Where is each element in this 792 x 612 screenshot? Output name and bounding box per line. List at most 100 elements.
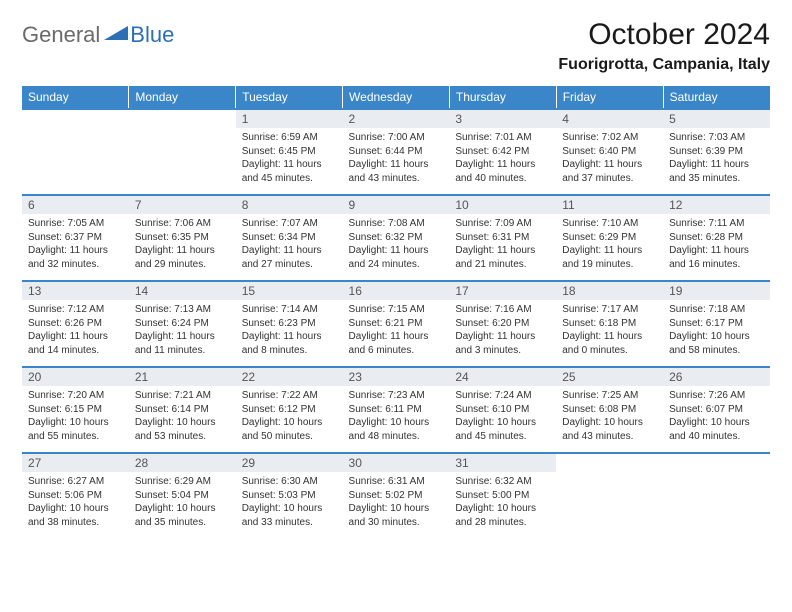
sunrise-line: Sunrise: 6:31 AM: [349, 475, 444, 489]
sunrise-line: Sunrise: 7:26 AM: [669, 389, 764, 403]
sunset-line: Sunset: 6:28 PM: [669, 231, 764, 245]
day-number: 16: [343, 282, 450, 300]
sunset-line: Sunset: 6:12 PM: [242, 403, 337, 417]
week-row: 1Sunrise: 6:59 AMSunset: 6:45 PMDaylight…: [22, 109, 770, 195]
daylight-line: Daylight: 11 hours and 19 minutes.: [562, 244, 657, 271]
sunset-line: Sunset: 5:02 PM: [349, 489, 444, 503]
sunrise-line: Sunrise: 7:02 AM: [562, 131, 657, 145]
daylight-line: Daylight: 10 hours and 58 minutes.: [669, 330, 764, 357]
day-cell: 12Sunrise: 7:11 AMSunset: 6:28 PMDayligh…: [663, 195, 770, 281]
day-details: Sunrise: 7:21 AMSunset: 6:14 PMDaylight:…: [129, 386, 236, 447]
daylight-line: Daylight: 10 hours and 30 minutes.: [349, 502, 444, 529]
sunrise-line: Sunrise: 7:01 AM: [455, 131, 550, 145]
sunrise-line: Sunrise: 7:09 AM: [455, 217, 550, 231]
day-details: Sunrise: 7:11 AMSunset: 6:28 PMDaylight:…: [663, 214, 770, 275]
daylight-line: Daylight: 11 hours and 8 minutes.: [242, 330, 337, 357]
sunrise-line: Sunrise: 6:27 AM: [28, 475, 123, 489]
day-number: 22: [236, 368, 343, 386]
day-cell: 19Sunrise: 7:18 AMSunset: 6:17 PMDayligh…: [663, 281, 770, 367]
sunrise-line: Sunrise: 6:30 AM: [242, 475, 337, 489]
daylight-line: Daylight: 11 hours and 3 minutes.: [455, 330, 550, 357]
day-cell: 22Sunrise: 7:22 AMSunset: 6:12 PMDayligh…: [236, 367, 343, 453]
day-number: 23: [343, 368, 450, 386]
sunset-line: Sunset: 6:44 PM: [349, 145, 444, 159]
day-number: 24: [449, 368, 556, 386]
day-details: Sunrise: 7:05 AMSunset: 6:37 PMDaylight:…: [22, 214, 129, 275]
sunset-line: Sunset: 6:32 PM: [349, 231, 444, 245]
sunset-line: Sunset: 6:21 PM: [349, 317, 444, 331]
day-details: Sunrise: 6:31 AMSunset: 5:02 PMDaylight:…: [343, 472, 450, 533]
sunset-line: Sunset: 6:23 PM: [242, 317, 337, 331]
logo-text-blue: Blue: [130, 22, 174, 48]
daylight-line: Daylight: 10 hours and 40 minutes.: [669, 416, 764, 443]
day-cell: 31Sunrise: 6:32 AMSunset: 5:00 PMDayligh…: [449, 453, 556, 539]
daylight-line: Daylight: 10 hours and 28 minutes.: [455, 502, 550, 529]
daylight-line: Daylight: 11 hours and 45 minutes.: [242, 158, 337, 185]
day-number: 28: [129, 454, 236, 472]
day-number: 29: [236, 454, 343, 472]
sunset-line: Sunset: 6:11 PM: [349, 403, 444, 417]
day-cell: 26Sunrise: 7:26 AMSunset: 6:07 PMDayligh…: [663, 367, 770, 453]
day-details: Sunrise: 6:29 AMSunset: 5:04 PMDaylight:…: [129, 472, 236, 533]
day-details: Sunrise: 7:09 AMSunset: 6:31 PMDaylight:…: [449, 214, 556, 275]
day-number: 2: [343, 110, 450, 128]
day-number: 1: [236, 110, 343, 128]
day-number: 8: [236, 196, 343, 214]
day-number: 21: [129, 368, 236, 386]
calendar-table: SundayMondayTuesdayWednesdayThursdayFrid…: [22, 86, 770, 539]
day-details: Sunrise: 7:12 AMSunset: 6:26 PMDaylight:…: [22, 300, 129, 361]
day-cell: 29Sunrise: 6:30 AMSunset: 5:03 PMDayligh…: [236, 453, 343, 539]
sunset-line: Sunset: 6:08 PM: [562, 403, 657, 417]
header: General Blue October 2024 Fuorigrotta, C…: [22, 18, 770, 74]
day-cell: 2 Sunrise: 7:00 AMSunset: 6:44 PMDaylight…: [343, 109, 450, 195]
sunrise-line: Sunrise: 7:14 AM: [242, 303, 337, 317]
daylight-line: Daylight: 11 hours and 16 minutes.: [669, 244, 764, 271]
day-number: 3: [449, 110, 556, 128]
day-details: Sunrise: 7:14 AMSunset: 6:23 PMDaylight:…: [236, 300, 343, 361]
day-number: 13: [22, 282, 129, 300]
day-cell: 14Sunrise: 7:13 AMSunset: 6:24 PMDayligh…: [129, 281, 236, 367]
day-details: Sunrise: 7:06 AMSunset: 6:35 PMDaylight:…: [129, 214, 236, 275]
day-cell: [663, 453, 770, 539]
daylight-line: Daylight: 11 hours and 11 minutes.: [135, 330, 230, 357]
day-cell: 27Sunrise: 6:27 AMSunset: 5:06 PMDayligh…: [22, 453, 129, 539]
sunrise-line: Sunrise: 7:00 AM: [349, 131, 444, 145]
day-cell: [22, 109, 129, 195]
weekday-header: Tuesday: [236, 86, 343, 109]
sunrise-line: Sunrise: 6:59 AM: [242, 131, 337, 145]
day-number: 9: [343, 196, 450, 214]
sunset-line: Sunset: 6:20 PM: [455, 317, 550, 331]
day-number: 31: [449, 454, 556, 472]
sunrise-line: Sunrise: 7:16 AM: [455, 303, 550, 317]
day-number: 6: [22, 196, 129, 214]
day-details: Sunrise: 7:02 AMSunset: 6:40 PMDaylight:…: [556, 128, 663, 189]
day-cell: 21Sunrise: 7:21 AMSunset: 6:14 PMDayligh…: [129, 367, 236, 453]
day-details: Sunrise: 7:16 AMSunset: 6:20 PMDaylight:…: [449, 300, 556, 361]
day-cell: 28Sunrise: 6:29 AMSunset: 5:04 PMDayligh…: [129, 453, 236, 539]
sunset-line: Sunset: 5:06 PM: [28, 489, 123, 503]
day-cell: 25Sunrise: 7:25 AMSunset: 6:08 PMDayligh…: [556, 367, 663, 453]
day-details: Sunrise: 7:18 AMSunset: 6:17 PMDaylight:…: [663, 300, 770, 361]
logo: General Blue: [22, 18, 174, 48]
sunset-line: Sunset: 6:34 PM: [242, 231, 337, 245]
sunset-line: Sunset: 6:45 PM: [242, 145, 337, 159]
location-label: Fuorigrotta, Campania, Italy: [558, 56, 770, 74]
day-cell: 1Sunrise: 6:59 AMSunset: 6:45 PMDaylight…: [236, 109, 343, 195]
sunset-line: Sunset: 6:26 PM: [28, 317, 123, 331]
day-number: 15: [236, 282, 343, 300]
day-cell: 23Sunrise: 7:23 AMSunset: 6:11 PMDayligh…: [343, 367, 450, 453]
weekday-header: Wednesday: [343, 86, 450, 109]
day-cell: 5Sunrise: 7:03 AMSunset: 6:39 PMDaylight…: [663, 109, 770, 195]
sunset-line: Sunset: 6:31 PM: [455, 231, 550, 245]
sunrise-line: Sunrise: 7:06 AM: [135, 217, 230, 231]
daylight-line: Daylight: 11 hours and 43 minutes.: [349, 158, 444, 185]
daylight-line: Daylight: 10 hours and 43 minutes.: [562, 416, 657, 443]
daylight-line: Daylight: 10 hours and 38 minutes.: [28, 502, 123, 529]
day-cell: 9Sunrise: 7:08 AMSunset: 6:32 PMDaylight…: [343, 195, 450, 281]
day-details: Sunrise: 6:59 AMSunset: 6:45 PMDaylight:…: [236, 128, 343, 189]
day-details: Sunrise: 7:23 AMSunset: 6:11 PMDaylight:…: [343, 386, 450, 447]
daylight-line: Daylight: 11 hours and 27 minutes.: [242, 244, 337, 271]
daylight-line: Daylight: 10 hours and 55 minutes.: [28, 416, 123, 443]
sunset-line: Sunset: 5:00 PM: [455, 489, 550, 503]
day-details: Sunrise: 7:22 AMSunset: 6:12 PMDaylight:…: [236, 386, 343, 447]
